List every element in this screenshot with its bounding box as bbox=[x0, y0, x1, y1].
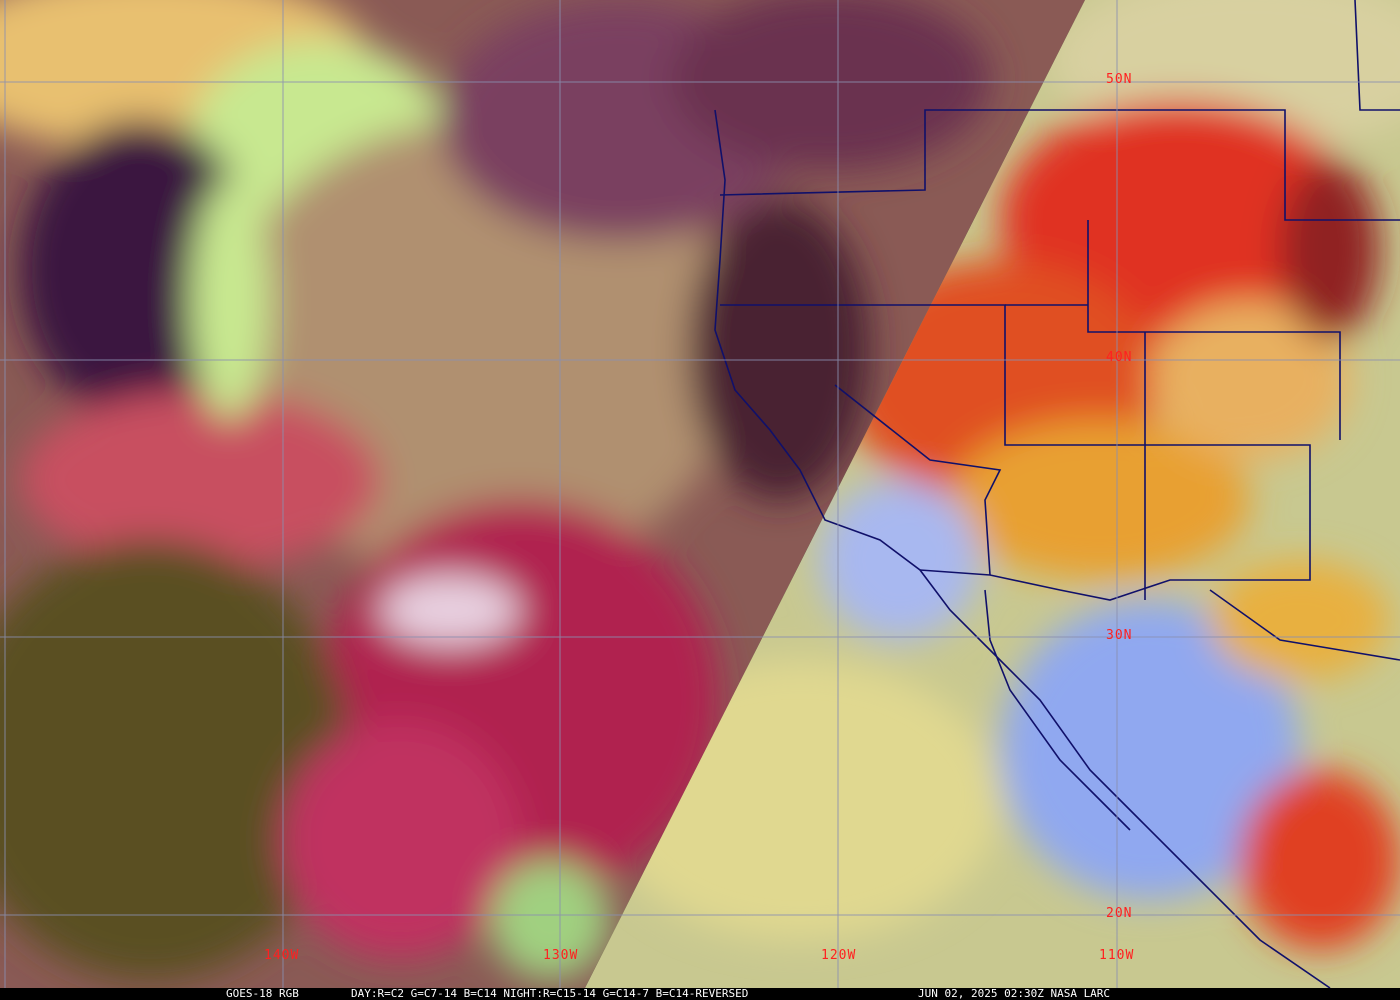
latitude-label-20n: 20N bbox=[1106, 906, 1133, 921]
caption-timestamp: JUN 02, 2025 02:30Z NASA LARC bbox=[918, 987, 1111, 1000]
longitude-label-130w: 130W bbox=[543, 948, 579, 963]
caption-recipe: DAY:R=C2 G=C7-14 B=C14 NIGHT:R=C15-14 G=… bbox=[351, 987, 749, 1000]
longitude-label-140w: 140W bbox=[264, 948, 300, 963]
image-caption-bar: GOES-18 RGB DAY:R=C2 G=C7-14 B=C14 NIGHT… bbox=[0, 988, 1400, 1000]
coastlines-and-borders bbox=[714, 0, 1400, 988]
day-side-imagery bbox=[0, 0, 1085, 988]
latitude-label-30n: 30N bbox=[1106, 628, 1133, 643]
latitude-label-50n: 50N bbox=[1106, 72, 1133, 87]
latitude-label-40n: 40N bbox=[1106, 350, 1133, 365]
caption-satellite: GOES-18 RGB bbox=[226, 987, 299, 1000]
longitude-label-120w: 120W bbox=[821, 948, 857, 963]
longitude-label-110w: 110W bbox=[1099, 948, 1135, 963]
